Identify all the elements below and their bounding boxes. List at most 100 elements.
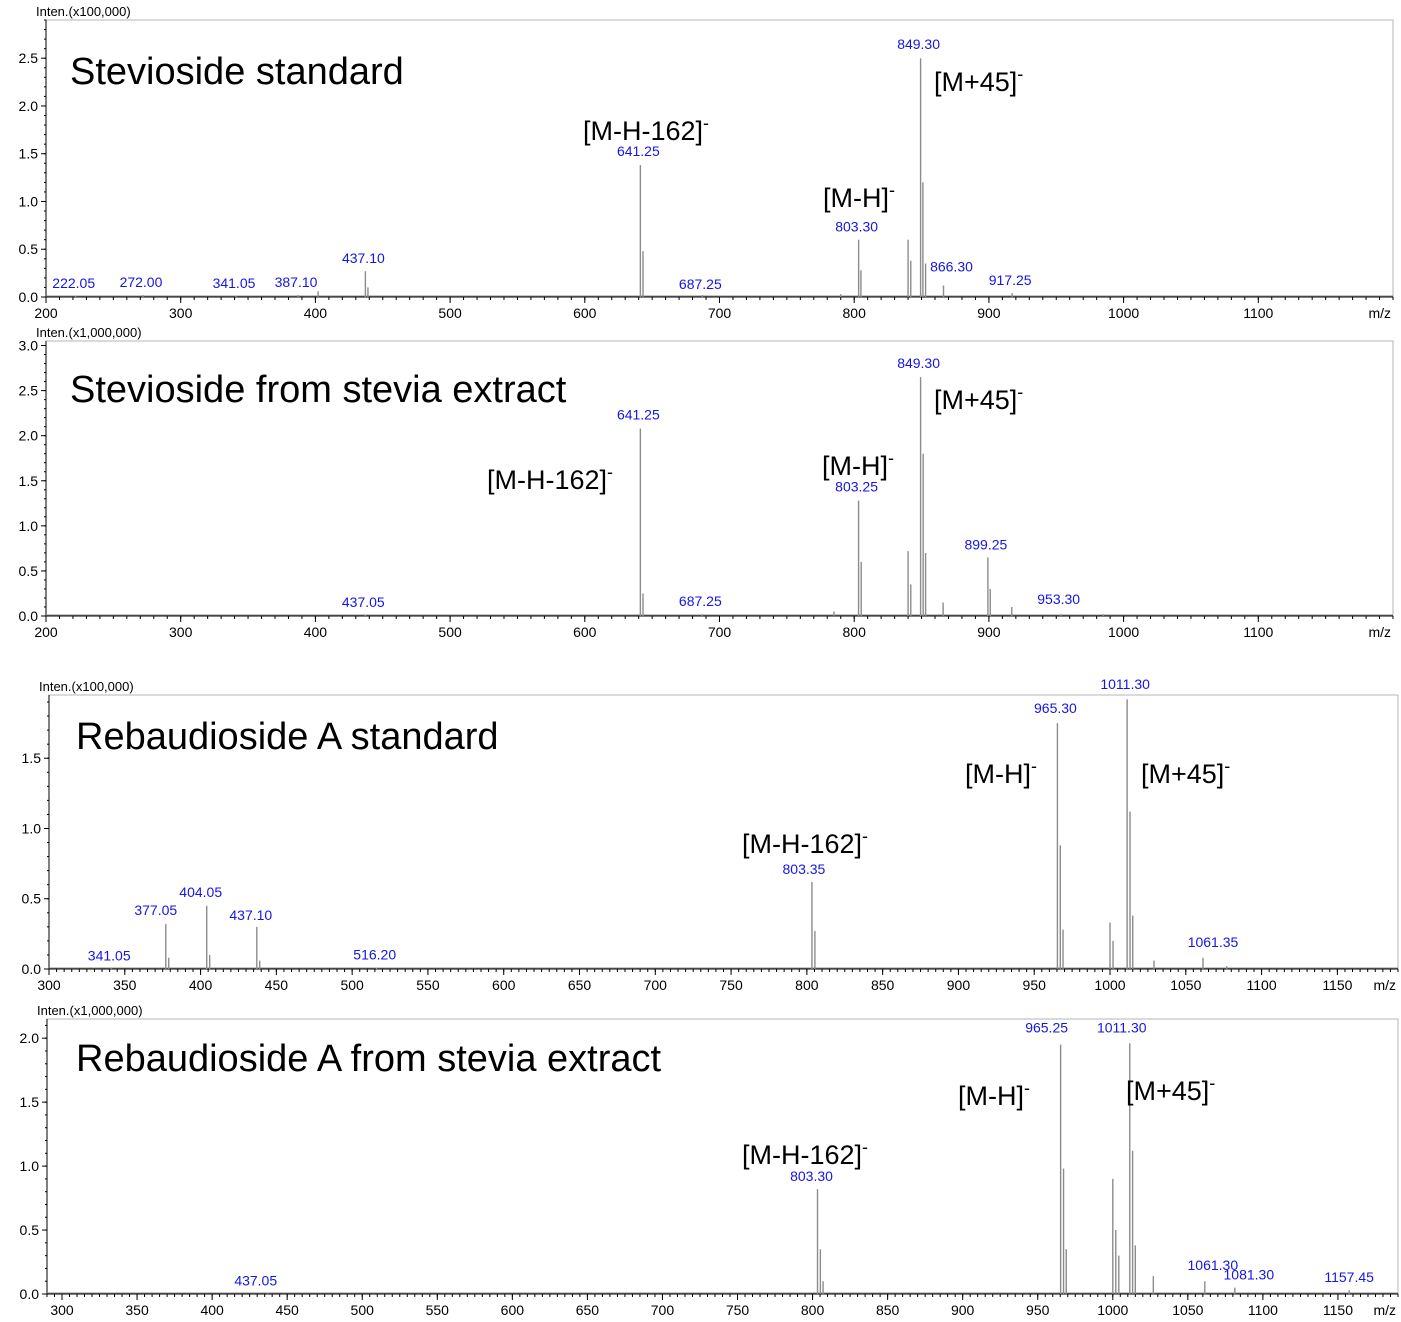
peak-label: 965.25 xyxy=(1025,1020,1068,1036)
x-tick-label: 1150 xyxy=(1323,1302,1353,1318)
y-tick-label: 0.5 xyxy=(19,241,39,257)
peak-label: 917.25 xyxy=(989,272,1032,288)
panel-title: Stevioside from stevia extract xyxy=(70,369,567,411)
ion-annotation: [M-H]- xyxy=(958,1078,1030,1111)
y-tick-label: 1.0 xyxy=(19,193,39,209)
ion-annotation: [M-H-162]- xyxy=(742,826,868,859)
ion-annotation: [M-H-162]- xyxy=(583,113,709,146)
peak-label: 437.05 xyxy=(234,1273,277,1289)
x-tick-label: 600 xyxy=(501,1302,525,1318)
y-tick-label: 1.0 xyxy=(22,820,42,836)
peak-label: 1081.30 xyxy=(1224,1267,1275,1283)
y-axis-label: Inten.(x1,000,000) xyxy=(36,325,142,340)
x-tick-label: 900 xyxy=(977,624,1001,640)
peak-label: 849.30 xyxy=(897,355,940,371)
peak-label: 866.30 xyxy=(930,259,973,275)
x-tick-label: 1000 xyxy=(1094,977,1125,993)
x-tick-label: 900 xyxy=(947,977,971,993)
panel-title: Rebaudioside A standard xyxy=(76,716,499,758)
y-tick-label: 0.5 xyxy=(19,563,39,579)
x-tick-label: 800 xyxy=(843,624,867,640)
y-tick-label: 1.5 xyxy=(20,1094,40,1110)
x-tick-label: 700 xyxy=(708,305,732,321)
y-tick-label: 1.5 xyxy=(22,750,42,766)
peak-label: 437.10 xyxy=(229,907,272,923)
x-tick-label: 650 xyxy=(576,1302,600,1318)
peak-label: 687.25 xyxy=(679,593,722,609)
peak-label: 387.10 xyxy=(275,274,318,290)
x-tick-label: 500 xyxy=(351,1302,375,1318)
y-tick-label: 0.5 xyxy=(20,1222,40,1238)
peak-label: 803.30 xyxy=(835,219,878,235)
y-tick-label: 1.0 xyxy=(20,1158,40,1174)
peak-label: 899.25 xyxy=(964,536,1007,552)
y-axis-label: Inten.(x100,000) xyxy=(36,4,131,19)
peak-label: 1011.30 xyxy=(1097,1019,1147,1035)
peak-label: 341.05 xyxy=(88,948,131,964)
peak-label: 1157.45 xyxy=(1324,1269,1374,1285)
y-tick-label: 0.5 xyxy=(22,891,42,907)
x-tick-label: 400 xyxy=(200,1302,224,1318)
x-tick-label: 400 xyxy=(189,977,213,993)
ion-annotation: [M-H]- xyxy=(965,756,1037,789)
peak-label: 641.25 xyxy=(617,143,660,159)
x-tick-label: 800 xyxy=(795,977,819,993)
x-tick-label: 350 xyxy=(113,977,137,993)
x-tick-label: 1050 xyxy=(1172,1302,1203,1318)
peak-label: 516.20 xyxy=(353,947,396,963)
x-tick-label: 800 xyxy=(843,305,867,321)
x-tick-label: 1100 xyxy=(1248,1302,1278,1318)
x-tick-label: 1000 xyxy=(1097,1302,1128,1318)
x-axis-label: m/z xyxy=(1368,624,1391,640)
x-tick-label: 550 xyxy=(416,977,440,993)
peak-label: 377.05 xyxy=(134,902,177,918)
panel-title: Rebaudioside A from stevia extract xyxy=(76,1038,662,1080)
x-tick-label: 450 xyxy=(275,1302,299,1318)
spectrum-panel-1: 0.0 0.5 1.0 1.5 2.0 2.5 Inten.(x100,000) 200 300… xyxy=(19,4,1394,321)
peak-label: 272.00 xyxy=(120,274,163,290)
x-tick-label: 550 xyxy=(426,1302,450,1318)
peak-label: 1011.30 xyxy=(1100,676,1150,692)
x-tick-label: 400 xyxy=(304,305,328,321)
x-tick-label: 850 xyxy=(871,977,895,993)
peak-label: 437.05 xyxy=(342,594,385,610)
x-tick-label: 650 xyxy=(568,977,592,993)
ion-annotation: [M+45]- xyxy=(1126,1073,1215,1106)
x-tick-label: 600 xyxy=(573,624,597,640)
y-tick-label: 1.0 xyxy=(19,518,39,534)
x-tick-label: 1150 xyxy=(1322,977,1352,993)
ion-annotation: [M+45]- xyxy=(1141,756,1230,789)
peak-label: 437.10 xyxy=(342,250,385,266)
x-tick-label: 1050 xyxy=(1170,977,1201,993)
y-axis-label: Inten.(x100,000) xyxy=(39,679,134,694)
y-tick-label: 2.0 xyxy=(20,1030,40,1046)
y-tick-label: 3.0 xyxy=(19,338,39,354)
y-tick-label: 0.0 xyxy=(19,608,39,624)
peak-label: 222.05 xyxy=(52,275,95,291)
peak-label: 953.30 xyxy=(1037,591,1080,607)
ion-annotation: [M-H]- xyxy=(822,448,894,481)
x-tick-label: 600 xyxy=(492,977,516,993)
x-axis-label: m/z xyxy=(1368,305,1391,321)
x-tick-label: 1100 xyxy=(1247,977,1277,993)
x-tick-label: 900 xyxy=(951,1302,975,1318)
x-tick-label: 1100 xyxy=(1243,305,1273,321)
x-tick-label: 1000 xyxy=(1108,305,1139,321)
x-tick-label: 350 xyxy=(125,1302,149,1318)
x-tick-label: 500 xyxy=(438,624,462,640)
peak-label: 641.25 xyxy=(617,406,660,422)
peak-label: 687.25 xyxy=(679,276,722,292)
x-tick-label: 700 xyxy=(651,1302,675,1318)
y-axis-label: Inten.(x1,000,000) xyxy=(37,1003,143,1018)
y-tick-label: 2.5 xyxy=(19,383,39,399)
y-tick-label: 2.0 xyxy=(19,428,39,444)
y-tick-label: 0.0 xyxy=(19,289,39,305)
x-tick-label: 700 xyxy=(708,624,732,640)
x-tick-label: 800 xyxy=(801,1302,825,1318)
peak-label: 341.05 xyxy=(213,275,256,291)
ion-annotation: [M+45]- xyxy=(934,64,1023,97)
x-tick-label: 950 xyxy=(1026,1302,1050,1318)
x-tick-label: 950 xyxy=(1023,977,1047,993)
y-tick-label: 2.0 xyxy=(19,98,39,114)
